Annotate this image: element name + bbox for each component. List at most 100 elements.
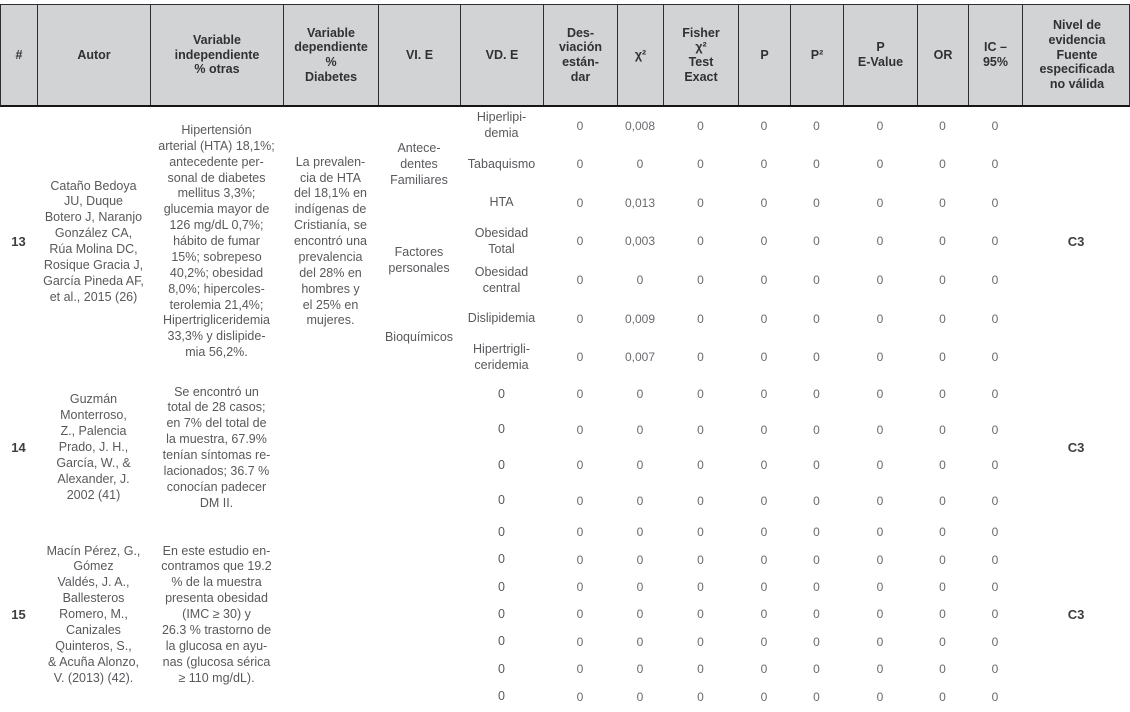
value-cell: 0 xyxy=(876,689,884,704)
value-cell: 0 xyxy=(876,552,884,567)
vde-cell: Hiperlipi- demia xyxy=(476,110,527,141)
header-cell-p2: P² xyxy=(791,5,844,105)
vde-cell: Dislipidemia xyxy=(467,311,536,326)
value-cell: 0 xyxy=(813,422,820,437)
value-cell: 0 xyxy=(636,458,644,473)
header-cell-desv: Des- viación están- dar xyxy=(544,5,618,105)
value-cell: 0 xyxy=(697,525,704,540)
value-cell: 0 xyxy=(939,607,946,622)
header-cell-autor: Autor xyxy=(38,5,151,105)
header-cell-num: # xyxy=(1,5,38,105)
value-cell: 0 xyxy=(991,493,999,508)
value-cell: 0 xyxy=(876,350,884,365)
value-cell: 0 xyxy=(813,350,820,365)
value-cell: 0 xyxy=(636,634,644,649)
value-cell: 0 xyxy=(576,157,584,172)
value-cell: 0 xyxy=(760,350,768,365)
value-cell: 0 xyxy=(697,272,704,287)
value-cell: 0 xyxy=(760,458,768,473)
value-cell: 0 xyxy=(636,689,644,704)
value-cell: 0 xyxy=(760,579,768,594)
value-cell: 0 xyxy=(939,422,946,437)
value-cell: 0 xyxy=(939,118,946,133)
value-cell: 0 xyxy=(876,234,884,249)
row-number: 13 xyxy=(11,233,26,249)
value-cell: 0 xyxy=(760,662,768,677)
value-cell: 0 xyxy=(991,607,999,622)
value-cell: 0 xyxy=(576,234,584,249)
value-cell: 0 xyxy=(636,272,644,287)
value-cell: 0 xyxy=(991,234,999,249)
vde-cell: 0 xyxy=(498,386,505,401)
value-cell: 0 xyxy=(576,689,584,704)
value-cell: 0 xyxy=(697,634,704,649)
author-cell: Cataño Bedoya JU, Duque Botero J, Naranj… xyxy=(43,178,144,304)
independent-variable-cell: En este estudio en- contramos que 19.2 %… xyxy=(161,543,272,685)
value-cell: 0 xyxy=(697,422,704,437)
value-cell: 0 xyxy=(697,387,704,402)
value-cell: 0 xyxy=(991,157,999,172)
header-cell-p-evalue: P E-Value xyxy=(844,5,918,105)
value-cell: 0 xyxy=(576,118,584,133)
value-cell: 0 xyxy=(813,118,820,133)
value-cell: 0 xyxy=(939,493,946,508)
value-cell: 0 xyxy=(991,272,999,287)
value-cell: 0 xyxy=(991,662,999,677)
vde-cell: 0 xyxy=(498,579,505,594)
independent-variable-cell: Se encontró un total de 28 casos; en 7% … xyxy=(162,384,271,510)
vie-group-cell: Factores personales xyxy=(388,245,450,276)
value-cell: 0 xyxy=(760,234,768,249)
value-cell: 0 xyxy=(576,387,584,402)
value-cell: 0 xyxy=(939,387,946,402)
value-cell: 0 xyxy=(813,387,820,402)
value-cell: 0 xyxy=(636,579,644,594)
vde-cell: Tabaquismo xyxy=(467,156,536,171)
value-cell: 0 xyxy=(576,422,584,437)
value-cell: 0 xyxy=(876,157,884,172)
value-cell: 0 xyxy=(760,525,768,540)
value-cell: 0 xyxy=(813,689,820,704)
value-cell: 0 xyxy=(876,118,884,133)
independent-variable-cell: Hipertensión arterial (HTA) 18,1%; antec… xyxy=(158,122,275,360)
value-cell: 0 xyxy=(576,272,584,287)
value-cell: 0 xyxy=(813,552,820,567)
value-cell: 0 xyxy=(760,634,768,649)
header-cell-or: OR xyxy=(918,5,969,105)
vde-cell: 0 xyxy=(498,689,505,704)
value-cell: 0 xyxy=(697,458,704,473)
value-cell: 0 xyxy=(636,607,644,622)
value-cell: 0 xyxy=(697,689,704,704)
value-cell: 0 xyxy=(991,422,999,437)
value-cell: 0 xyxy=(813,272,820,287)
value-cell: 0 xyxy=(636,525,644,540)
value-cell: 0 xyxy=(939,272,946,287)
value-cell: 0 xyxy=(697,195,704,210)
vde-cell: 0 xyxy=(498,634,505,649)
vde-cell: Obesidad central xyxy=(474,264,529,295)
value-cell: 0 xyxy=(939,552,946,567)
value-cell: 0 xyxy=(991,458,999,473)
vie-group-cell: Antece- dentes Familiares xyxy=(390,141,448,187)
study-row-block-14: 14 Guzmán Monterroso, Z., Palencia Prado,… xyxy=(0,377,1130,519)
value-cell: 0 xyxy=(576,350,584,365)
value-cell: 0 xyxy=(991,552,999,567)
value-cell: 0 xyxy=(991,634,999,649)
value-cell: 0 xyxy=(636,493,644,508)
value-cell: 0 xyxy=(939,157,946,172)
value-cell: 0 xyxy=(697,157,704,172)
value-cell: 0 xyxy=(939,195,946,210)
value-cell: 0 xyxy=(991,311,999,326)
value-cell: 0,003 xyxy=(624,234,656,249)
value-cell: 0 xyxy=(876,422,884,437)
vie-group-cell: Bioquímicos xyxy=(384,330,454,345)
value-cell: 0 xyxy=(939,458,946,473)
value-cell: 0 xyxy=(636,662,644,677)
value-cell: 0 xyxy=(760,387,768,402)
value-cell: 0 xyxy=(636,422,644,437)
value-cell: 0 xyxy=(576,662,584,677)
value-cell: 0 xyxy=(876,493,884,508)
value-cell: 0 xyxy=(697,311,704,326)
study-row-block-15: 15 Macín Pérez, G., Gómez Valdés, J. A., … xyxy=(0,519,1130,711)
value-cell: 0 xyxy=(760,607,768,622)
